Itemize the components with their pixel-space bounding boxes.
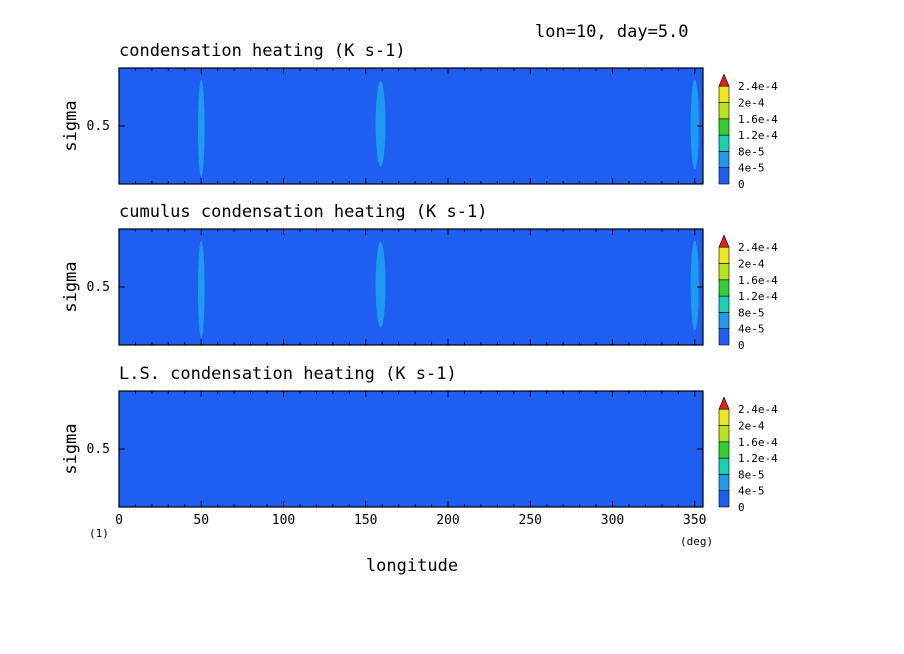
colorbar-label: 2.4e-4	[738, 241, 778, 254]
field-background	[119, 229, 703, 345]
colorbar-label: 4e-5	[738, 485, 765, 498]
colorbar-label: 1.2e-4	[738, 290, 778, 303]
x-tick-label: 200	[436, 513, 459, 528]
colorbar-segment	[718, 408, 730, 426]
colorbar-label: 2.4e-4	[738, 80, 778, 93]
colorbar-segment	[718, 328, 730, 346]
y-tick-label: 0.5	[87, 119, 110, 134]
heatmap-plot	[118, 228, 704, 346]
colorbar-label: 1.2e-4	[738, 129, 778, 142]
x-tick-label: 0	[115, 513, 123, 528]
colorbar-label: 1.6e-4	[738, 436, 778, 449]
colorbar-label: 8e-5	[738, 306, 765, 319]
heatmap-plot	[118, 390, 704, 508]
colorbar-segment	[718, 312, 730, 329]
colorbar-segment	[718, 246, 730, 264]
colorbar-segment	[718, 474, 730, 491]
heating-feature	[375, 242, 386, 328]
field-background	[119, 68, 703, 184]
heating-feature	[690, 240, 699, 331]
colorbar-extend-arrow	[718, 396, 730, 410]
colorbar-segment	[718, 167, 730, 185]
colorbar-segment	[718, 295, 730, 313]
colorbar-label: 8e-5	[738, 145, 765, 158]
header-label: lon=10, day=5.0	[535, 22, 689, 42]
x-tick-label: 100	[272, 513, 295, 528]
colorbar-label: 4e-5	[738, 162, 765, 175]
colorbar-segment	[718, 151, 730, 168]
colorbar-extend-arrow	[718, 234, 730, 248]
x-tick-label: 300	[601, 513, 624, 528]
colorbar-label: 1.2e-4	[738, 452, 778, 465]
colorbar-segment	[718, 490, 730, 508]
x-tick-labels: 0 50 100 150 200 250 300 350	[115, 513, 706, 528]
colorbar-label: 0	[738, 339, 745, 352]
y-axis-label: sigma	[61, 100, 81, 151]
y-axis-label: sigma	[61, 423, 81, 474]
y-tick-label: 0.5	[87, 442, 110, 457]
colorbar-segment	[718, 134, 730, 152]
panel-title: L.S. condensation heating (K s-1)	[119, 364, 457, 384]
x-tick-label: 50	[193, 513, 209, 528]
colorbar-segment	[718, 441, 730, 459]
panel-condensation-heating: condensation heating (K s-1) sigma 0.5 2…	[61, 41, 778, 191]
colorbar-segment	[718, 85, 730, 103]
x-tick-label: 350	[683, 513, 706, 528]
heating-feature	[197, 240, 205, 338]
heating-feature	[375, 81, 386, 167]
colorbar-label: 0	[738, 178, 745, 191]
panel-title: condensation heating (K s-1)	[119, 41, 406, 61]
colorbar-label: 4e-5	[738, 323, 765, 336]
x-unit-label: (deg)	[680, 535, 713, 548]
x-tick-label: 150	[354, 513, 377, 528]
colorbar: 2.4e-4 2e-4 1.6e-4 1.2e-4 8e-5 4e-5 0	[718, 234, 778, 352]
colorbar: 2.4e-4 2e-4 1.6e-4 1.2e-4 8e-5 4e-5 0	[718, 396, 778, 514]
colorbar-label: 8e-5	[738, 468, 765, 481]
colorbar-segment	[718, 279, 730, 297]
heatmap-plot	[118, 67, 704, 185]
y-tick-label: 0.5	[87, 280, 110, 295]
colorbar-segment	[718, 263, 730, 281]
colorbar-label: 0	[738, 501, 745, 514]
panel-cumulus-condensation-heating: cumulus condensation heating (K s-1) sig…	[61, 202, 778, 352]
colorbar-segment	[718, 102, 730, 120]
colorbar-label: 2e-4	[738, 258, 765, 271]
colorbar-label: 2e-4	[738, 420, 765, 433]
x-axis-label: longitude	[366, 556, 458, 576]
colorbar-extend-arrow	[718, 73, 730, 87]
colorbar-label: 1.6e-4	[738, 113, 778, 126]
corner-label: (1)	[89, 527, 109, 540]
colorbar-label: 2.4e-4	[738, 403, 778, 416]
colorbar-label: 2e-4	[738, 97, 765, 110]
colorbar-label: 1.6e-4	[738, 274, 778, 287]
heating-feature	[690, 79, 699, 170]
y-axis-label: sigma	[61, 261, 81, 312]
panel-ls-condensation-heating: L.S. condensation heating (K s-1) sigma …	[61, 364, 778, 528]
x-tick-label: 250	[519, 513, 542, 528]
panel-title: cumulus condensation heating (K s-1)	[119, 202, 487, 222]
heating-feature	[197, 79, 205, 177]
field-background	[119, 391, 703, 507]
colorbar-segment	[718, 457, 730, 475]
colorbar-segment	[718, 118, 730, 136]
colorbar: 2.4e-4 2e-4 1.6e-4 1.2e-4 8e-5 4e-5 0	[718, 73, 778, 191]
colorbar-segment	[718, 425, 730, 443]
